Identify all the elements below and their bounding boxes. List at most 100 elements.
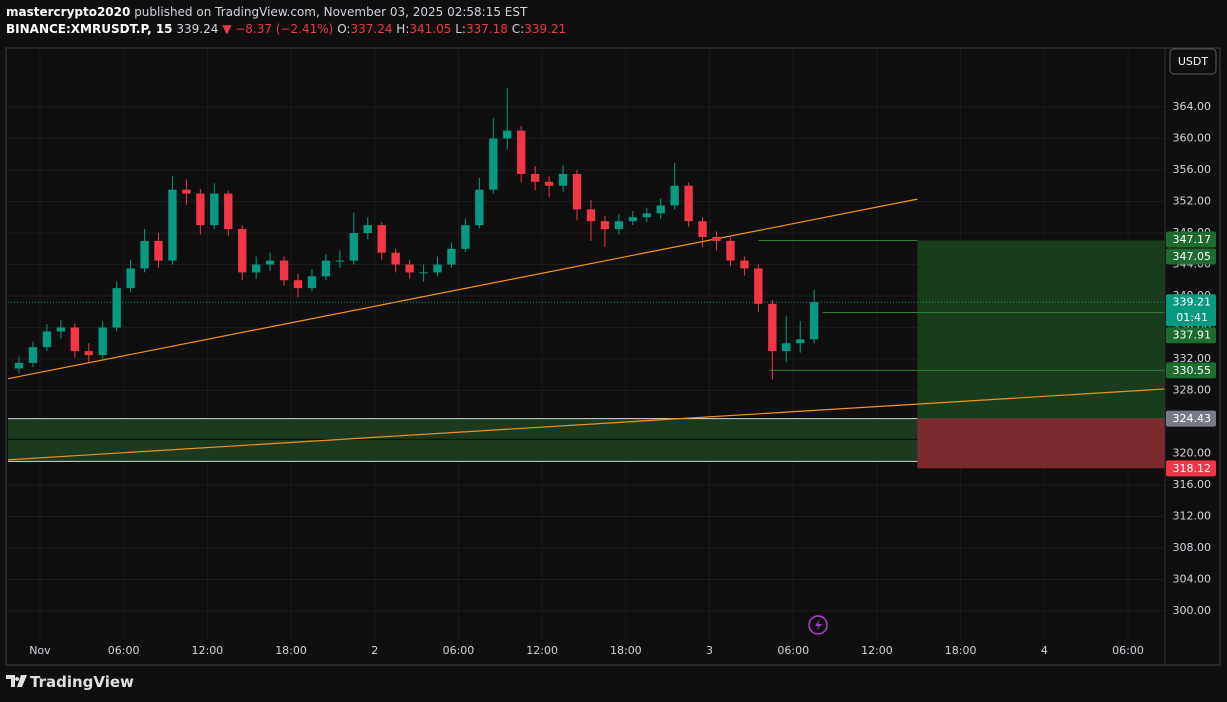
x-tick-label: 06:00 (1112, 644, 1144, 657)
candle-body (391, 252, 400, 265)
candle-body (265, 260, 275, 265)
candle-body (140, 240, 149, 269)
symbol-line: BINANCE:XMRUSDT.P, 15 339.24 ▼ −8.37 (−2… (6, 21, 566, 38)
candle-body (600, 221, 610, 230)
y-tick-label: 360.00 (1173, 131, 1212, 144)
candle-body (224, 193, 233, 230)
ohlc-label: H: (396, 22, 410, 36)
candle-body (210, 193, 219, 226)
change: ▼ −8.37 (−2.41%) (222, 22, 334, 36)
loss-zone (917, 418, 1165, 469)
candle-body (740, 260, 749, 269)
y-tick-label: 356.00 (1173, 163, 1212, 176)
y-tick-label: 352.00 (1173, 194, 1212, 207)
icon-bolt[interactable] (815, 619, 822, 631)
brand[interactable]: TradingView (30, 673, 134, 691)
x-tick-label: 12:00 (191, 644, 223, 657)
x-tick-label: 18:00 (945, 644, 977, 657)
candle-body (656, 205, 665, 214)
ohlc-label: O: (337, 22, 351, 36)
candle-body (628, 217, 637, 222)
trend-line (7, 388, 1166, 461)
y-tick-label: 312.00 (1173, 510, 1212, 523)
price-label: 337.91 (1173, 329, 1212, 342)
logo (6, 675, 27, 687)
profit-zone (917, 240, 1165, 419)
candle-body (56, 327, 66, 332)
y-tick-label: 300.00 (1173, 604, 1212, 617)
y-tick-label: 364.00 (1173, 100, 1212, 113)
footer: TradingView (6, 673, 134, 691)
alert-icon[interactable] (808, 615, 828, 635)
price-label-box (1166, 294, 1216, 327)
candle-body (251, 264, 261, 273)
candle-body (614, 221, 624, 230)
ohlc-label: C: (511, 22, 525, 36)
candle-body (684, 185, 693, 222)
currency-box[interactable] (1169, 48, 1217, 75)
candle-body (405, 264, 414, 273)
candle-body (196, 193, 205, 226)
y-tick-label: 328.00 (1173, 384, 1212, 397)
countdown: 01:41 (1176, 311, 1208, 324)
candle-body (419, 272, 428, 274)
price-label-box (1166, 460, 1216, 477)
candle-body (754, 268, 763, 304)
y-tick-label: 316.00 (1173, 478, 1212, 491)
price-label-box (1166, 231, 1216, 248)
icon-circle[interactable] (808, 615, 828, 635)
ohlc-value: 337.24 (350, 22, 393, 36)
price-label: 339.21 (1173, 296, 1212, 309)
price-label: 324.43 (1173, 412, 1212, 425)
ohlc-value: 341.05 (409, 22, 452, 36)
candle-body (126, 268, 135, 289)
candle-body (168, 189, 177, 261)
candles (14, 88, 819, 380)
candle-body (321, 260, 331, 277)
price-label-box (1166, 327, 1216, 344)
currency[interactable]: USDT (1178, 55, 1209, 68)
candle-body (475, 189, 484, 226)
symbol: BINANCE:XMRUSDT.P, 15 (6, 22, 173, 36)
candle-body (782, 343, 791, 352)
candle-body (363, 225, 372, 233)
axes: 300.00 304.00 308.00 312.00 316.00 320.00 324.… (29, 48, 1216, 665)
x-tick-label: Nov (29, 644, 51, 657)
candle-body (698, 221, 707, 237)
ohlc: O:337.24 H:341.05 L:337.18 C:339.21 (337, 22, 566, 36)
price-label-box (1166, 362, 1216, 379)
currency-button[interactable]: USDT (1169, 48, 1217, 75)
published: published on TradingView.com, November 0… (134, 5, 528, 19)
x-tick-label: 18:00 (275, 644, 307, 657)
x-tick-label: 12:00 (861, 644, 893, 657)
candle-body (586, 209, 596, 222)
candle-body (809, 302, 819, 340)
candle-body (14, 362, 24, 369)
x-tick-label: 06:00 (777, 644, 809, 657)
ohlc-label: L: (455, 22, 466, 36)
candle-body (461, 225, 470, 249)
header: mastercrypto2020 published on TradingVie… (6, 4, 566, 38)
x-tick-label: 3 (706, 644, 713, 657)
price-label: 330.55 (1173, 364, 1212, 377)
candle-body (768, 303, 777, 352)
candle-body (447, 248, 456, 265)
candle-body (726, 240, 735, 261)
price-label-box (1166, 248, 1216, 265)
candle-body (112, 288, 121, 328)
price-label-box (1166, 410, 1216, 427)
candle-body (530, 173, 540, 182)
candle-body (712, 236, 721, 241)
publish-line: mastercrypto2020 published on TradingVie… (6, 4, 566, 21)
candle-body (642, 213, 651, 218)
candle-body (154, 240, 163, 261)
last-price: 339.24 (176, 22, 219, 36)
candle-body (517, 130, 526, 174)
candle-body (544, 181, 554, 186)
author[interactable]: mastercrypto2020 (6, 5, 131, 19)
candle-body (98, 327, 107, 356)
trend-line (7, 198, 918, 380)
x-tick-label: 12:00 (526, 644, 558, 657)
x-tick-label: 4 (1041, 644, 1048, 657)
